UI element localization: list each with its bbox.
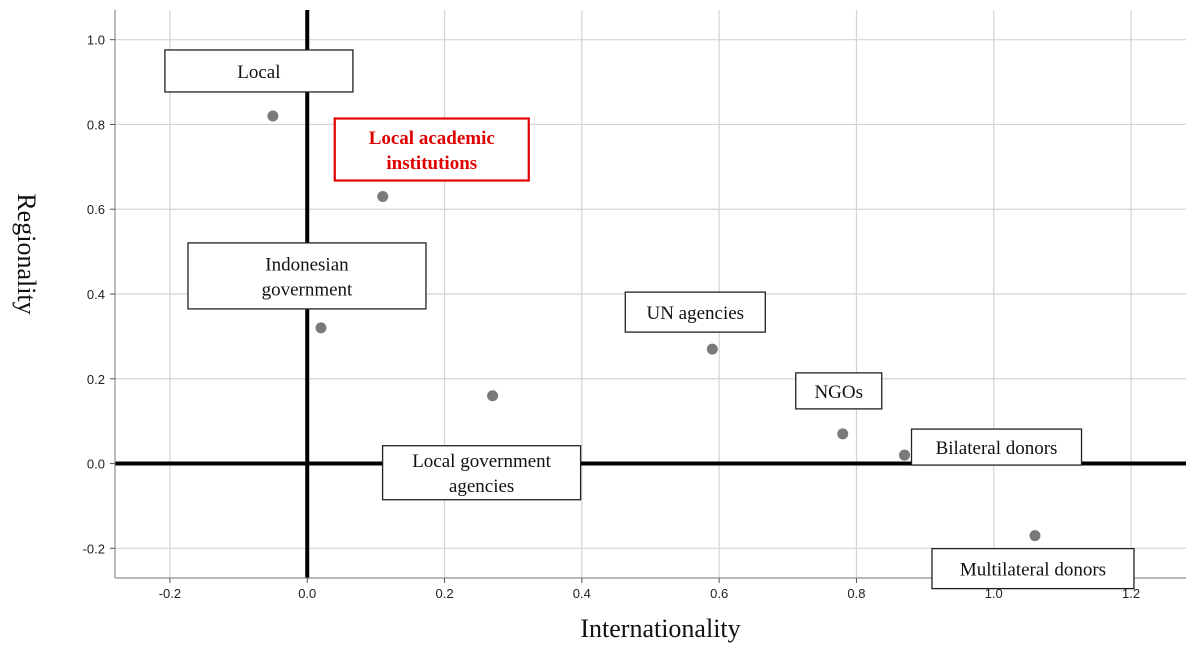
data-points [267, 110, 1041, 542]
x-tick-label: 0.8 [847, 586, 865, 601]
label-box-frame [164, 49, 354, 93]
label-box-frame [795, 372, 883, 410]
point-label-box: NGOs [795, 372, 883, 410]
x-axis-title: Internationality [580, 614, 740, 643]
point-labels: Local Local academic institutions Indonesia… [164, 49, 1135, 590]
data-point [899, 449, 911, 461]
label-box-frame [624, 291, 766, 333]
point-label: Local government [412, 451, 551, 472]
data-point [487, 390, 499, 402]
x-tick-label: 0.6 [710, 586, 728, 601]
point-label-box: UN agencies [624, 291, 766, 333]
y-tick-label: 1.0 [87, 33, 105, 48]
point-label: institutions [386, 153, 477, 174]
label-box-frame [187, 242, 427, 310]
y-axis-title: Regionality [12, 193, 41, 314]
point-label: agencies [449, 476, 514, 497]
y-tick-label: 0.0 [87, 457, 105, 472]
x-tick-label: 0.4 [573, 586, 591, 601]
x-tick-label: -0.2 [159, 586, 181, 601]
x-tick-label: 0.2 [435, 586, 453, 601]
y-tick-label: -0.2 [83, 541, 105, 556]
data-point [315, 322, 327, 334]
point-label-box: Indonesian government [187, 242, 427, 310]
x-tick-label: 0.0 [298, 586, 316, 601]
point-label-box: Local government agencies [381, 445, 582, 501]
x-tick-label: 1.2 [1122, 586, 1140, 601]
y-tick-label: 0.6 [87, 202, 105, 217]
point-label: Multilateral donors [960, 560, 1106, 581]
label-box-frame [381, 445, 582, 501]
point-label: government [262, 279, 353, 300]
label-box-frame [910, 428, 1083, 466]
x-tick-label: 1.0 [985, 586, 1003, 601]
y-tick-label: 0.2 [87, 372, 105, 387]
label-box-frame [333, 117, 530, 182]
data-point [837, 428, 849, 440]
data-point [267, 110, 279, 122]
label-box-frame [931, 547, 1135, 590]
data-point [706, 343, 718, 355]
point-label: UN agencies [646, 303, 744, 324]
y-tick-label: 0.8 [87, 117, 105, 132]
point-label: Bilateral donors [936, 438, 1058, 459]
point-label-box: Local academic institutions [333, 117, 530, 182]
point-label-box: Local [164, 49, 354, 93]
y-tick-label: 0.4 [87, 287, 105, 302]
data-point [1029, 530, 1041, 542]
point-label-box: Bilateral donors [910, 428, 1083, 466]
point-label: Local academic [369, 128, 495, 149]
point-label-box: Multilateral donors [931, 547, 1135, 590]
point-label: Local [237, 62, 280, 83]
tick-labels: -0.2 0.0 0.2 0.4 0.6 0.8 1.0 1.2 -0.2 0.0 0.2 0.4 0.… [83, 33, 1141, 601]
data-point [377, 191, 389, 203]
point-label: NGOs [814, 382, 863, 403]
point-label: Indonesian [265, 254, 349, 275]
